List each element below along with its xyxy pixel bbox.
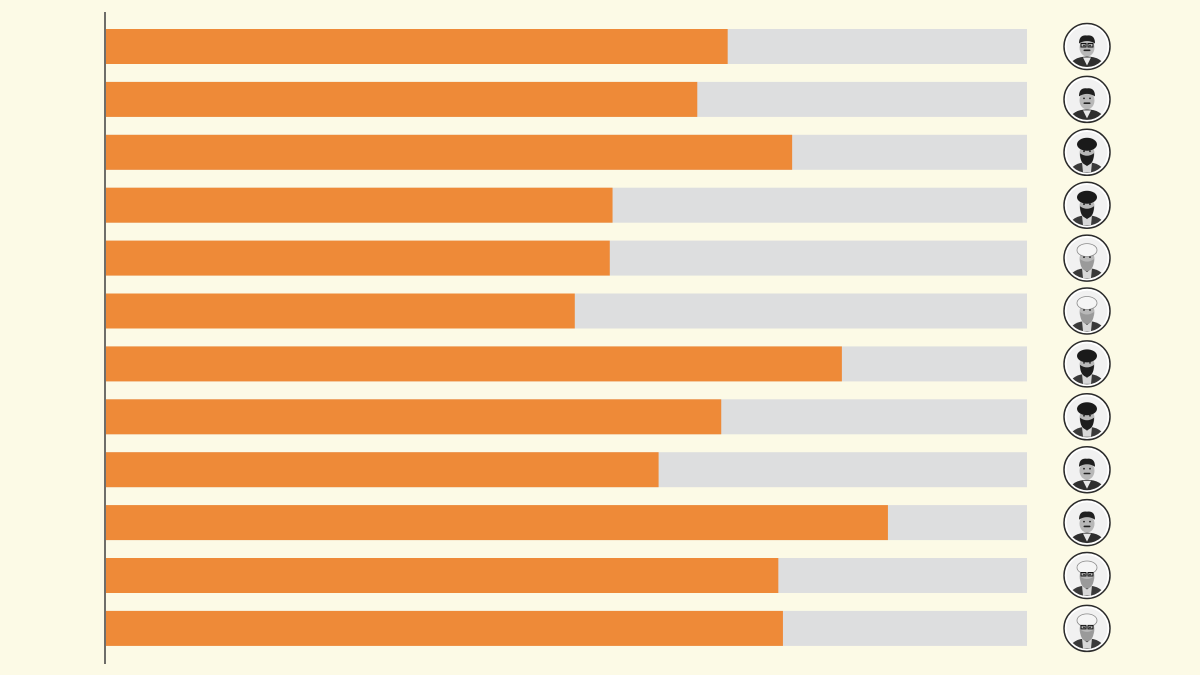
- portrait-cleric-black-turban-smiling-icon: [1063, 340, 1111, 388]
- portrait-cleric-white-turban-glasses-icon: [1063, 604, 1111, 653]
- bar-11: [106, 558, 779, 593]
- bar-1: [106, 29, 728, 64]
- portrait-cleric-white-turban-icon: [1063, 287, 1111, 335]
- bar-4: [106, 187, 613, 223]
- bar-7: [106, 346, 842, 382]
- portrait-cleric-white-turban-glasses-icon: [1063, 551, 1111, 600]
- portrait-cleric-black-turban-icon: [1063, 181, 1111, 229]
- portrait-man-suit-icon: [1063, 498, 1111, 547]
- bar-9: [106, 452, 659, 488]
- bar-12: [106, 610, 783, 646]
- portrait-cleric-white-turban-icon: [1063, 234, 1111, 282]
- portrait-man-glasses-icon: [1063, 22, 1111, 71]
- bar-3: [106, 134, 793, 170]
- portrait-man-suit-icon: [1063, 445, 1111, 494]
- bar-2: [106, 81, 698, 117]
- bar-6: [106, 293, 575, 329]
- portrait-man-mustache-icon: [1063, 75, 1111, 124]
- bars-layer: [106, 29, 1027, 646]
- bar-10: [106, 505, 888, 541]
- bar-8: [106, 399, 722, 435]
- bar-5: [106, 240, 610, 276]
- portrait-cleric-black-turban-smiling-icon: [1063, 393, 1111, 441]
- portrait-cleric-black-turban-icon: [1063, 128, 1111, 177]
- portraits-layer: [1063, 22, 1111, 653]
